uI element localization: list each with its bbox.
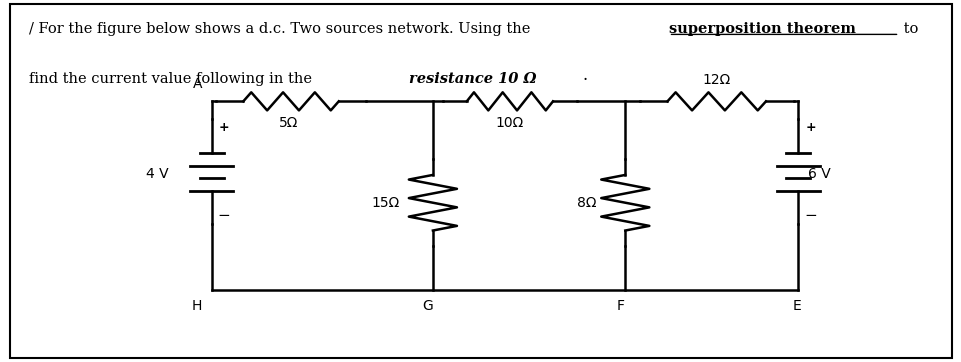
Text: −: − (803, 208, 817, 223)
Text: superposition theorem: superposition theorem (668, 22, 854, 36)
Text: / For the figure below shows a d.c. Two sources network. Using the: / For the figure below shows a d.c. Two … (29, 22, 534, 36)
Text: G: G (422, 299, 433, 313)
Text: E: E (791, 299, 801, 313)
Text: resistance 10 Ω: resistance 10 Ω (408, 72, 536, 87)
Text: to: to (899, 22, 918, 36)
Text: +: + (804, 121, 816, 134)
Text: 5Ω: 5Ω (279, 116, 298, 130)
Text: 10Ω: 10Ω (495, 116, 524, 130)
Text: −: − (217, 208, 231, 223)
Text: 15Ω: 15Ω (371, 196, 399, 210)
Text: F: F (616, 299, 624, 313)
Text: 6 V: 6 V (807, 167, 830, 181)
Text: +: + (218, 121, 230, 134)
Text: A: A (192, 76, 202, 90)
Text: find the current value following in the: find the current value following in the (29, 72, 316, 87)
FancyBboxPatch shape (10, 4, 951, 358)
Text: 8Ω: 8Ω (577, 196, 596, 210)
Text: ·: · (581, 72, 586, 89)
Text: 12Ω: 12Ω (702, 73, 730, 87)
Text: 4 V: 4 V (145, 167, 168, 181)
Text: H: H (192, 299, 202, 313)
